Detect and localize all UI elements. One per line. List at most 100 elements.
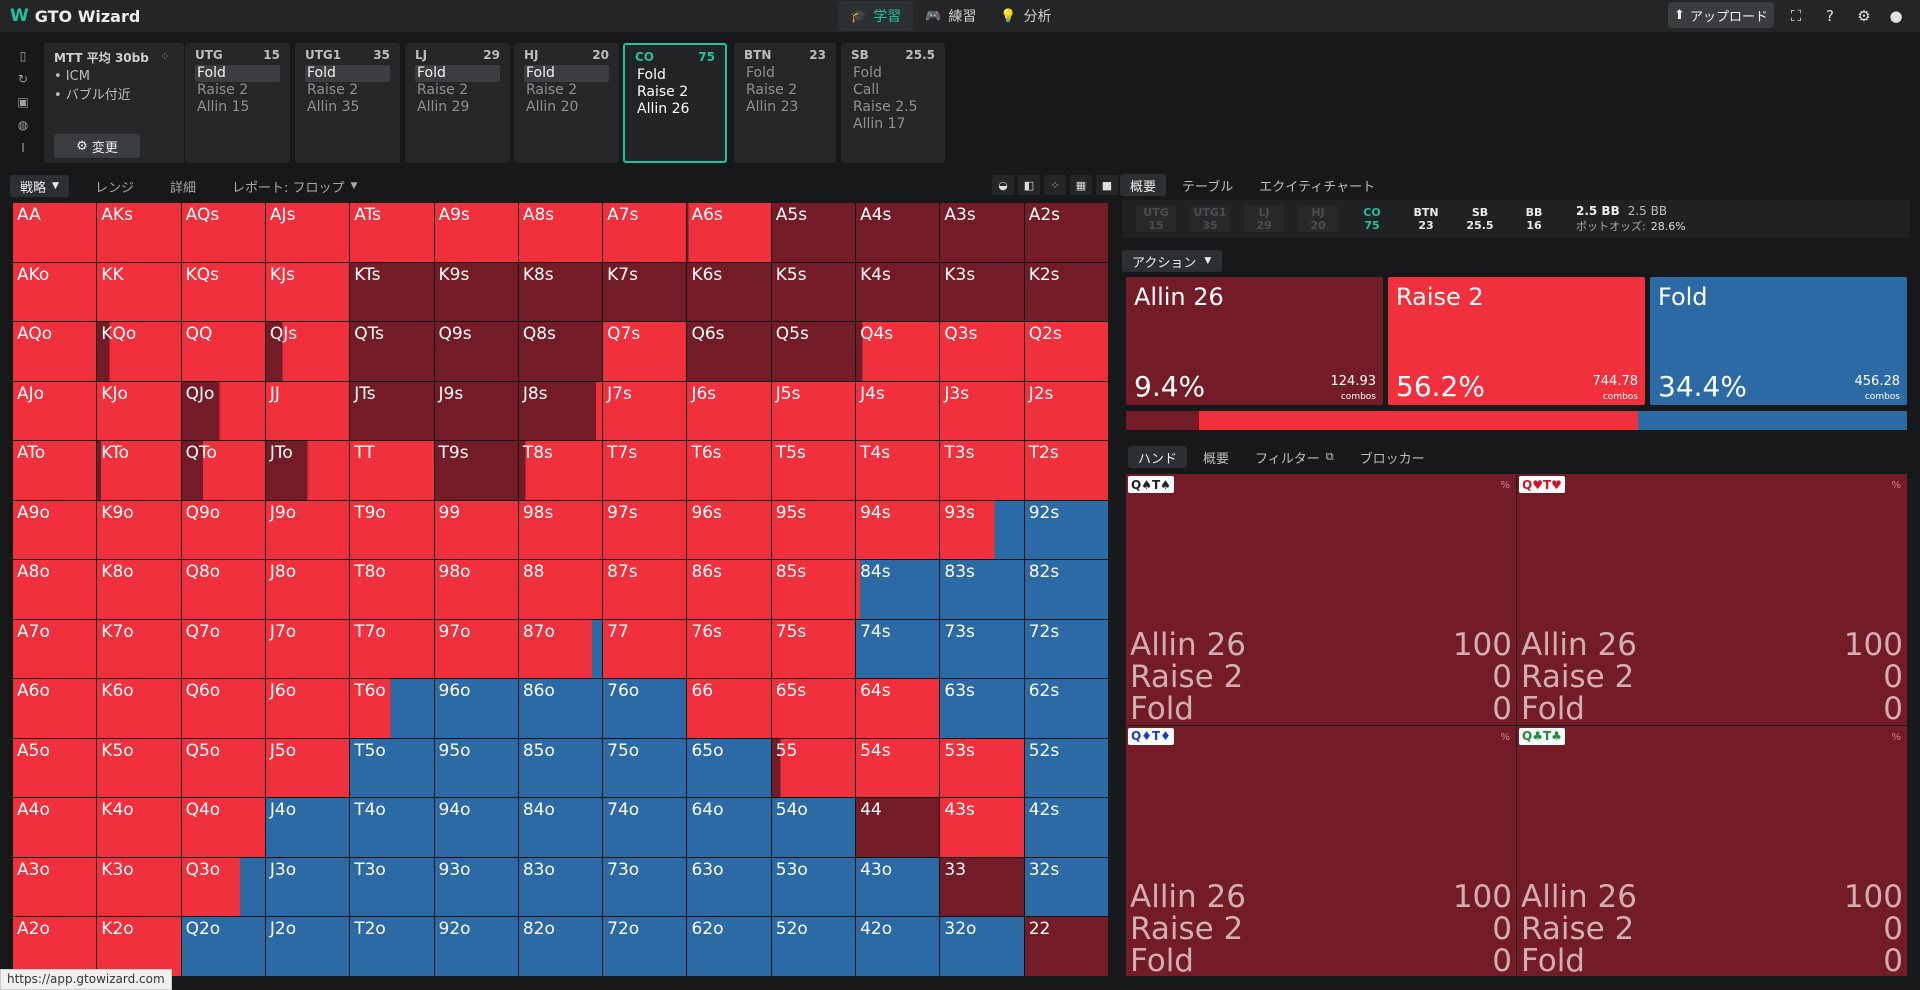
action-box-0[interactable]: Allin 26 9.4% 124.93 combos bbox=[1126, 277, 1383, 405]
hand-cell[interactable]: Q9s bbox=[434, 322, 518, 381]
hand-cell[interactable]: AJs bbox=[265, 203, 350, 262]
position-card-btn[interactable]: BTN 23 Fold Raise 2 Allin 23 bbox=[734, 43, 836, 163]
hand-cell[interactable]: 52s bbox=[1024, 738, 1108, 798]
hand-cell[interactable]: K8s bbox=[518, 262, 603, 322]
hand-cell[interactable]: 72s bbox=[1024, 619, 1108, 679]
hand-cell[interactable]: A9o bbox=[13, 500, 97, 560]
seat-lj[interactable]: LJ 29 bbox=[1244, 206, 1284, 232]
hand-cell[interactable]: K7s bbox=[603, 262, 687, 322]
hand-cell[interactable]: 93o bbox=[434, 857, 518, 917]
position-action[interactable]: Raise 2 bbox=[417, 82, 469, 98]
hand-cell[interactable]: 96o bbox=[434, 679, 518, 738]
hand-cell[interactable]: 84o bbox=[518, 798, 603, 857]
hand-cell[interactable]: A8o bbox=[13, 560, 97, 619]
hand-cell[interactable]: T9o bbox=[350, 500, 434, 560]
gamepad-icon[interactable]: ◍ bbox=[17, 117, 29, 132]
hand-cell[interactable]: 75s bbox=[771, 619, 856, 679]
position-action[interactable]: Raise 2 bbox=[307, 82, 359, 98]
position-action[interactable]: Allin 23 bbox=[746, 99, 799, 115]
reset-icon[interactable]: ↻ bbox=[17, 71, 29, 86]
hand-cell[interactable]: J2s bbox=[1024, 381, 1108, 441]
gear-icon[interactable]: ⚙ bbox=[1857, 7, 1871, 25]
hand-cell[interactable]: KQs bbox=[181, 262, 265, 322]
seat-co[interactable]: CO 75 bbox=[1352, 206, 1392, 232]
hand-cell[interactable]: 85o bbox=[518, 738, 603, 798]
hand-cell[interactable]: J8s bbox=[518, 381, 603, 441]
tab-hand[interactable]: ハンド bbox=[1128, 446, 1188, 468]
hand-cell[interactable]: K3o bbox=[97, 857, 181, 917]
nav-item-2[interactable]: 💡 分析 bbox=[988, 1, 1063, 31]
position-card-utg1[interactable]: UTG1 35 Fold Raise 2 Allin 35 bbox=[295, 43, 400, 163]
hand-cell[interactable]: J5s bbox=[771, 381, 856, 441]
hand-cell[interactable]: T6s bbox=[687, 441, 771, 500]
square-view-icon[interactable]: ■ bbox=[1096, 175, 1118, 195]
save-icon[interactable]: ▣ bbox=[17, 94, 29, 109]
hand-cell[interactable]: K4s bbox=[856, 262, 940, 322]
hand-cell[interactable]: KJs bbox=[265, 262, 350, 322]
hand-cell[interactable]: J8o bbox=[265, 560, 350, 619]
hand-cell[interactable]: A2o bbox=[13, 917, 97, 976]
seat-utg[interactable]: UTG 15 bbox=[1136, 206, 1176, 232]
hand-cell[interactable]: 84s bbox=[856, 560, 940, 619]
hand-cell[interactable]: 86s bbox=[687, 560, 771, 619]
hand-cell[interactable]: J9s bbox=[434, 381, 518, 441]
position-action[interactable]: Raise 2 bbox=[197, 82, 249, 98]
hand-cell[interactable]: T7o bbox=[350, 619, 434, 679]
position-card-utg[interactable]: UTG 15 Fold Raise 2 Allin 15 bbox=[185, 43, 290, 163]
hand-cell[interactable]: K8o bbox=[97, 560, 181, 619]
seat-utg1[interactable]: UTG1 35 bbox=[1190, 206, 1230, 232]
nav-item-1[interactable]: 🎮 練習 bbox=[913, 1, 988, 31]
hand-cell[interactable]: AJo bbox=[13, 381, 97, 441]
hand-cell[interactable]: J9o bbox=[265, 500, 350, 560]
hand-cell[interactable]: KJo bbox=[97, 381, 181, 441]
hand-cell[interactable]: 98o bbox=[434, 560, 518, 619]
hand-cell[interactable]: Q8o bbox=[181, 560, 265, 619]
suit-view-icon[interactable]: ◒ bbox=[992, 175, 1014, 195]
hand-cell[interactable]: Q2o bbox=[181, 917, 265, 976]
hand-cell[interactable]: Q7s bbox=[603, 322, 687, 381]
hand-cell[interactable]: K6s bbox=[687, 262, 771, 322]
hand-cell[interactable]: 65o bbox=[687, 738, 771, 798]
bookmark-icon[interactable]: ▯ bbox=[19, 48, 27, 63]
hand-cell[interactable]: A9s bbox=[434, 203, 518, 262]
position-action[interactable]: Raise 2 bbox=[746, 82, 798, 98]
hand-cell[interactable]: 53o bbox=[771, 857, 856, 917]
hand-cell[interactable]: QJs bbox=[265, 322, 350, 381]
hand-cell[interactable]: T4s bbox=[856, 441, 940, 500]
tab-blocker[interactable]: ブロッカー bbox=[1359, 451, 1425, 467]
hand-cell[interactable]: 66 bbox=[687, 679, 771, 738]
hand-cell[interactable]: 62o bbox=[687, 917, 771, 976]
hand-cell[interactable]: Q5s bbox=[771, 322, 856, 381]
hand-cell[interactable]: 95o bbox=[434, 738, 518, 798]
hand-cell[interactable]: 97o bbox=[434, 619, 518, 679]
hand-cell[interactable]: Q3o bbox=[181, 857, 265, 917]
hand-cell[interactable]: Q6o bbox=[181, 679, 265, 738]
position-action[interactable]: Fold bbox=[524, 65, 609, 82]
hand-cell[interactable]: J3o bbox=[265, 857, 350, 917]
tab-range[interactable]: レンジ bbox=[94, 180, 134, 196]
hand-cell[interactable]: 62s bbox=[1024, 679, 1108, 738]
seat-bb[interactable]: BB 16 bbox=[1514, 206, 1554, 232]
hand-cell[interactable]: KTs bbox=[350, 262, 434, 322]
hand-cell[interactable]: A5o bbox=[13, 738, 97, 798]
hand-cell[interactable]: K6o bbox=[97, 679, 181, 738]
hand-cell[interactable]: JTo bbox=[265, 441, 350, 500]
action-box-2[interactable]: Fold 34.4% 456.28 combos bbox=[1650, 277, 1907, 405]
tab-strategy[interactable]: 戦略 ▼ bbox=[10, 175, 69, 197]
tab-filter[interactable]: フィルター ⧉ bbox=[1255, 450, 1334, 467]
hand-cell[interactable]: A7s bbox=[603, 203, 687, 262]
half-view-icon[interactable]: ◧ bbox=[1018, 175, 1040, 195]
hand-cell[interactable]: 64o bbox=[687, 798, 771, 857]
hand-cell[interactable]: 86o bbox=[518, 679, 603, 738]
hand-cell[interactable]: A3o bbox=[13, 857, 97, 917]
position-action[interactable]: Fold bbox=[195, 65, 280, 82]
position-action[interactable]: Allin 17 bbox=[853, 116, 906, 132]
hand-cell[interactable]: AQo bbox=[13, 322, 97, 381]
hand-cell[interactable]: A6o bbox=[13, 679, 97, 738]
app-logo[interactable]: W GTO Wizard bbox=[10, 3, 140, 29]
hand-cell[interactable]: 54o bbox=[771, 798, 856, 857]
hand-cell[interactable]: QTo bbox=[181, 441, 265, 500]
seat-sb[interactable]: SB 25.5 bbox=[1460, 206, 1500, 232]
hand-cell[interactable]: 33 bbox=[940, 857, 1024, 917]
combo-cell[interactable]: Q ♦ T ♦% Allin 26 100 Raise 2 0 Fold 0 bbox=[1126, 725, 1516, 976]
